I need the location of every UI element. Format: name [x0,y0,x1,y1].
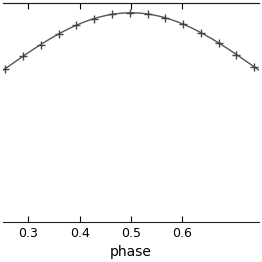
X-axis label: phase: phase [110,245,152,259]
